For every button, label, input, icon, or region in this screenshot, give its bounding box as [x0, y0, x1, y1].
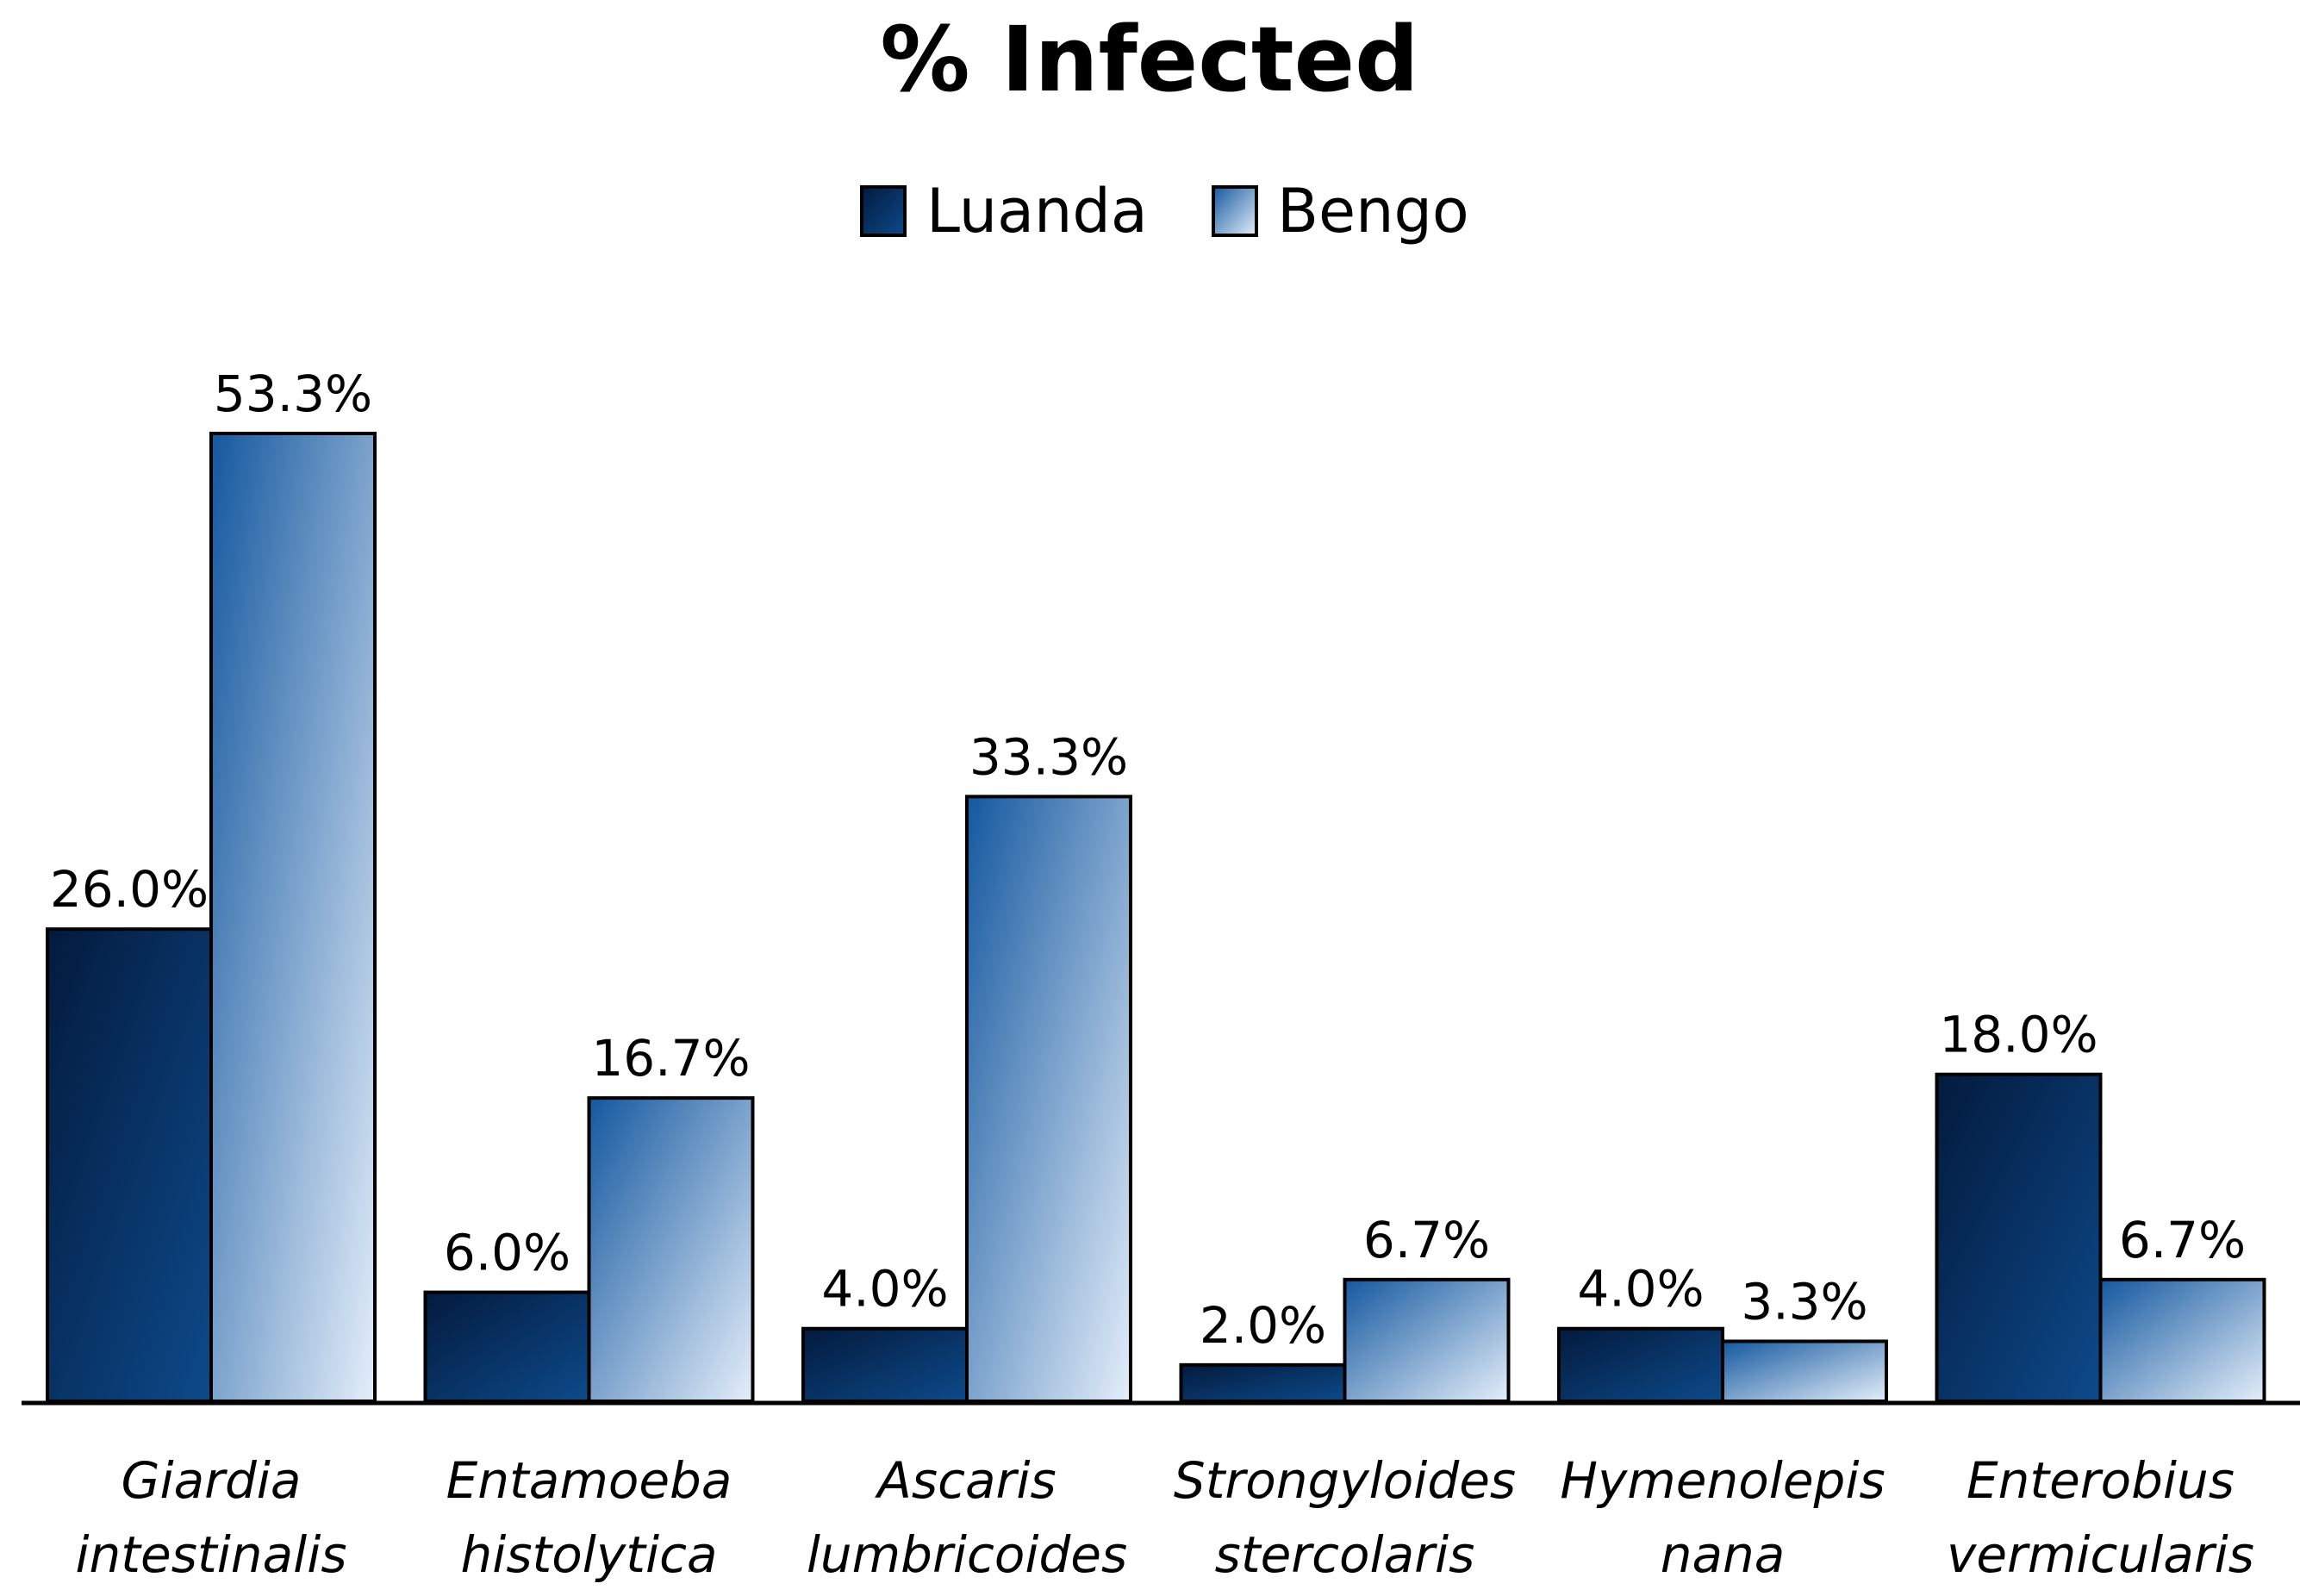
bar-bengo-0	[209, 431, 377, 1403]
value-label-bengo-1: 16.7%	[591, 1029, 750, 1088]
category-label-1-line-0: Entamoeba	[446, 1451, 732, 1510]
legend-swatch-luanda	[860, 185, 907, 237]
legend-label-bengo: Bengo	[1277, 176, 1469, 246]
value-label-luanda-2: 4.0%	[821, 1260, 948, 1319]
value-label-bengo-4: 3.3%	[1741, 1272, 1867, 1331]
bar-luanda-5	[1935, 1072, 2103, 1403]
category-label-0-line-1: intestinalis	[75, 1525, 346, 1584]
legend: Luanda Bengo	[860, 176, 1469, 246]
category-label-2-line-0: Ascaris	[874, 1451, 1057, 1510]
chart-title: % Infected	[880, 7, 1418, 112]
category-label-4-line-0: Hymenolepis	[1560, 1451, 1885, 1510]
bar-bengo-3	[1343, 1277, 1511, 1404]
value-label-bengo-3: 6.7%	[1363, 1211, 1490, 1269]
bar-bengo-2	[965, 795, 1132, 1403]
bar-bengo-4	[1721, 1339, 1888, 1403]
bar-luanda-3	[1179, 1362, 1347, 1403]
legend-swatch-bengo	[1212, 185, 1258, 237]
value-label-bengo-5: 6.7%	[2119, 1211, 2246, 1269]
bars	[46, 431, 2266, 1404]
category-label-4-line-1: nana	[1661, 1525, 1786, 1584]
value-label-luanda-5: 18.0%	[1939, 1006, 2097, 1064]
bar-luanda-1	[423, 1290, 591, 1403]
category-label-5-line-0: Enterobius	[1967, 1451, 2235, 1510]
category-labels: Giardia intestinalis Entamoeba histolytica A…	[75, 1451, 2254, 1584]
value-labels: 26.0% 53.3% 6.0% 16.7% 4.0% 33.3% 2.0% 6.7% 4.0%…	[50, 365, 2246, 1355]
value-label-bengo-2: 33.3%	[969, 727, 1128, 786]
category-label-0-line-0: Giardia	[122, 1451, 302, 1510]
category-label-3-line-0: Strongyloides	[1174, 1451, 1516, 1510]
value-label-bengo-0: 53.3%	[214, 365, 372, 423]
legend-label-luanda: Luanda	[926, 176, 1148, 246]
bar-luanda-0	[46, 927, 213, 1404]
category-label-3-line-1: stercolaris	[1215, 1525, 1475, 1584]
value-label-luanda-4: 4.0%	[1577, 1260, 1704, 1319]
value-label-luanda-3: 2.0%	[1200, 1296, 1326, 1355]
bar-bengo-1	[587, 1096, 755, 1403]
bar-bengo-5	[2098, 1277, 2266, 1404]
value-label-luanda-1: 6.0%	[444, 1224, 570, 1282]
category-label-1-line-1: histolytica	[460, 1525, 717, 1584]
value-label-luanda-0: 26.0%	[50, 860, 209, 919]
category-label-5-line-1: vermicularis	[1947, 1525, 2254, 1584]
category-label-2-line-1: lumbricoides	[807, 1525, 1127, 1584]
bar-luanda-4	[1557, 1326, 1724, 1403]
bar-luanda-2	[801, 1326, 969, 1403]
